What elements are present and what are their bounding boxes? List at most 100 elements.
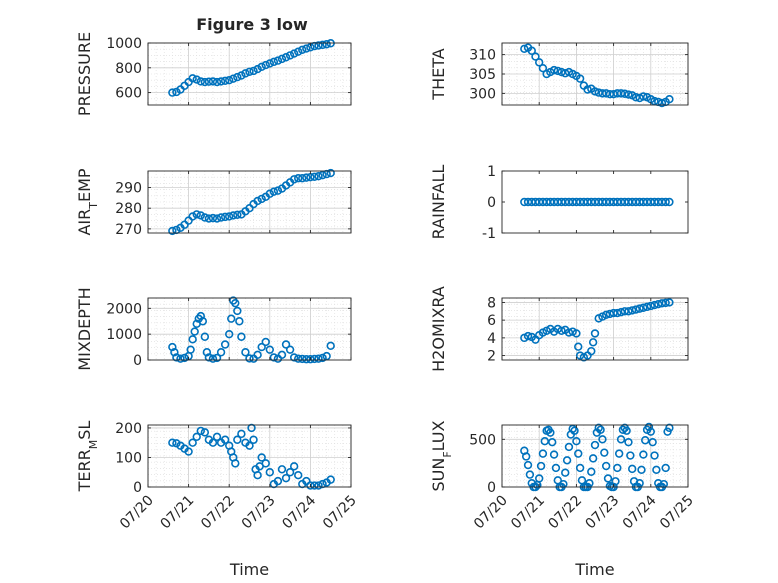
data-point — [611, 477, 620, 486]
data-point — [168, 438, 177, 447]
x-axis-label: Time — [574, 560, 614, 579]
data-point — [549, 65, 559, 75]
data-point — [269, 187, 279, 196]
data-point — [241, 348, 250, 357]
data-point — [627, 306, 637, 315]
data-point — [289, 462, 299, 471]
data-point — [635, 304, 644, 313]
data-point — [192, 75, 201, 84]
data-point — [212, 353, 222, 363]
data-point — [631, 305, 641, 314]
data-point — [302, 355, 311, 364]
data-point — [523, 460, 533, 470]
data-point — [277, 465, 287, 474]
data-point — [603, 474, 613, 483]
data-point — [559, 479, 568, 489]
data-point — [212, 77, 222, 87]
data-point — [637, 465, 646, 475]
data-point — [188, 74, 197, 83]
data-point — [257, 62, 266, 72]
data-point — [200, 213, 210, 222]
data-point — [326, 341, 335, 350]
data-point — [590, 440, 600, 450]
y-tick-label: 0 — [487, 195, 496, 211]
data-point — [318, 170, 327, 180]
data-point — [289, 175, 299, 184]
data-point — [220, 212, 230, 222]
data-point — [220, 76, 230, 86]
data-point — [546, 428, 555, 437]
data-point — [322, 351, 331, 361]
subplot-3: 270 280 290 AIRTEMP — [75, 168, 352, 238]
y-tick-label: 8 — [487, 295, 496, 311]
x-tick-label: 07/25 — [657, 493, 697, 533]
data-point — [314, 481, 323, 490]
data-point — [281, 473, 291, 483]
data-point — [220, 340, 230, 349]
data-point — [285, 51, 295, 60]
y-tick-label: 6 — [487, 313, 496, 329]
axes-box — [147, 42, 352, 106]
data-point — [233, 210, 242, 220]
y-axis-label: H2OMIXRA — [429, 286, 448, 372]
y-tick-label: 280 — [115, 201, 142, 217]
data-point — [314, 354, 323, 363]
y-tick-label: 4 — [487, 331, 496, 347]
data-point — [600, 448, 609, 457]
data-point — [237, 429, 246, 439]
data-point — [253, 64, 262, 74]
data-point — [277, 350, 287, 360]
y-tick-label: 1000 — [106, 36, 142, 52]
data-point — [253, 196, 262, 206]
data-point — [196, 311, 205, 321]
data-point — [641, 436, 650, 445]
data-point — [249, 66, 258, 76]
y-tick-label: 500 — [469, 432, 496, 448]
data-point — [523, 331, 533, 341]
y-tick-label: 200 — [115, 421, 142, 437]
data-point — [588, 338, 598, 347]
data-point — [168, 226, 177, 236]
data-point — [614, 449, 624, 458]
data-point — [273, 56, 283, 65]
data-point — [188, 438, 197, 447]
data-point — [188, 212, 197, 221]
data-point — [620, 89, 629, 98]
data-point — [245, 441, 254, 450]
axes-box — [147, 424, 352, 488]
data-point — [233, 72, 242, 82]
y-axis-label: AIRTEMP — [75, 168, 100, 235]
data-point — [196, 211, 205, 220]
data-point — [298, 354, 307, 364]
data-point — [285, 468, 295, 477]
data-point — [273, 476, 283, 486]
y-axis-label: RAINFALL — [429, 165, 448, 240]
data-point — [231, 459, 240, 468]
y-tick-label: 600 — [115, 86, 142, 102]
data-point — [624, 437, 633, 447]
data-point — [594, 423, 603, 433]
x-tick-label: 07/23 — [239, 493, 279, 533]
data-point — [216, 348, 226, 357]
data-point — [318, 40, 327, 50]
grid — [147, 171, 352, 233]
data-point — [220, 435, 230, 444]
y-tick-label: 0 — [133, 353, 142, 369]
data-point — [176, 354, 185, 363]
data-point — [208, 438, 218, 447]
data-point — [168, 342, 177, 352]
data-point — [212, 214, 222, 223]
data-point — [562, 456, 572, 465]
data-point — [616, 435, 626, 444]
y-axis-label: SUNFLUX — [429, 420, 454, 491]
data-point — [624, 90, 633, 99]
data-point — [188, 335, 197, 344]
y-tick-label: 2000 — [106, 301, 142, 317]
y-tick-label: 310 — [469, 48, 496, 64]
data-point — [639, 450, 648, 459]
subplot-6: 2 4 6 8 H2OMIXRA — [429, 286, 689, 372]
data-point — [551, 463, 561, 473]
data-point — [665, 197, 674, 207]
data-point — [249, 435, 258, 444]
